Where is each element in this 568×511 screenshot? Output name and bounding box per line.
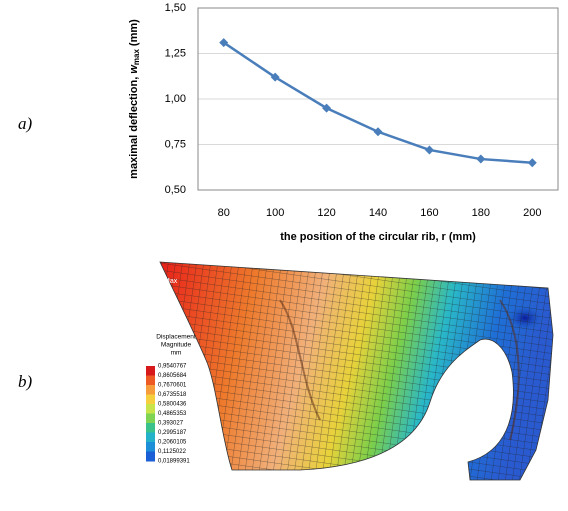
x-axis-label: the position of the circular rib, r (mm) bbox=[280, 231, 476, 243]
x-tick-label: 100 bbox=[266, 207, 284, 219]
figure: a) b) Max 0,50 0,75 1,00 1,25 1,50 80 100 120 14… bbox=[0, 0, 568, 506]
x-tick-label: 200 bbox=[523, 207, 541, 219]
y-label-unit: (mm) bbox=[128, 19, 140, 46]
x-tick-label: 140 bbox=[369, 207, 387, 219]
legend-swatch bbox=[146, 452, 155, 462]
y-tick-label: 1,00 bbox=[165, 93, 186, 105]
legend-title: Magnitude bbox=[161, 342, 192, 349]
legend-swatch bbox=[146, 395, 155, 405]
y-tick-label: 0,50 bbox=[165, 184, 186, 196]
x-tick-label: 180 bbox=[472, 207, 490, 219]
y-axis-label: maximal deflection, wmax(mm) bbox=[128, 19, 141, 179]
panel-label: b) bbox=[18, 372, 33, 391]
legend-swatch bbox=[146, 442, 155, 452]
legend-label: 0,9540767 bbox=[158, 364, 187, 370]
legend-label: 0,7670601 bbox=[158, 383, 187, 389]
marker bbox=[476, 155, 485, 164]
legend-swatch bbox=[146, 433, 155, 443]
y-tick-label: 1,50 bbox=[165, 2, 186, 14]
legend-label: 0,1125022 bbox=[158, 449, 187, 455]
fe-mesh bbox=[160, 262, 553, 480]
legend-label: 0,4865353 bbox=[158, 411, 187, 417]
y-tick-label: 0,75 bbox=[165, 138, 186, 150]
legend-swatch bbox=[146, 376, 155, 386]
marker bbox=[374, 127, 383, 136]
marker bbox=[425, 145, 434, 154]
x-tick-label: 120 bbox=[317, 207, 335, 219]
legend-label: 0,6735518 bbox=[158, 392, 187, 398]
legend-swatch bbox=[146, 404, 155, 414]
legend-title: mm bbox=[171, 350, 182, 357]
legend-swatch bbox=[146, 385, 155, 395]
legend-swatch bbox=[146, 423, 155, 433]
legend-label: 0,5800436 bbox=[158, 402, 187, 408]
max-label: Max bbox=[164, 278, 178, 285]
y-tick-label: 1,25 bbox=[165, 47, 186, 59]
legend-title: Displacement bbox=[156, 334, 196, 341]
y-label-text: maximal deflection, bbox=[128, 74, 140, 179]
legend-swatch bbox=[146, 414, 155, 424]
x-tick-label: 160 bbox=[420, 207, 438, 219]
legend-swatch bbox=[146, 366, 155, 376]
legend-label: 0,8605684 bbox=[158, 373, 187, 379]
legend-label: 0,01899391 bbox=[158, 459, 190, 465]
marker bbox=[528, 158, 537, 167]
x-tick-label: 80 bbox=[218, 207, 230, 219]
legend-label: 0,2060105 bbox=[158, 440, 187, 446]
fe-model: Max bbox=[160, 262, 553, 480]
legend-label: 0,2995187 bbox=[158, 430, 187, 436]
y-label-sub: max bbox=[132, 49, 141, 66]
panel-label: a) bbox=[18, 114, 33, 133]
legend-label: 0,393027 bbox=[158, 421, 184, 427]
